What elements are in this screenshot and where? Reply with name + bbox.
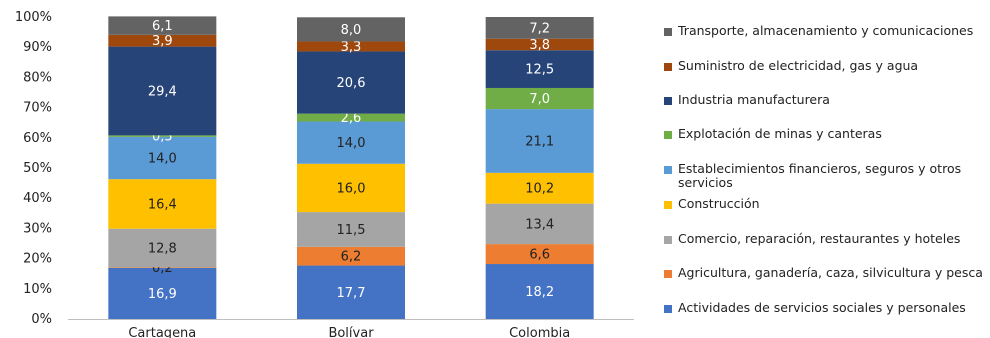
legend-label: Comercio, reparación, restaurantes y hot…	[678, 231, 961, 246]
legend-item: Comercio, reparación, restaurantes y hot…	[664, 232, 984, 246]
data-label: 16,0	[337, 181, 366, 196]
chart-legend: Transporte, almacenamiento y comunicacio…	[664, 0, 990, 338]
y-tick-label: 0%	[31, 312, 52, 327]
data-label: 2,6	[341, 111, 362, 126]
legend-label: Agricultura, ganadería, caza, silvicultu…	[678, 265, 983, 280]
legend-swatch	[664, 270, 672, 278]
data-label: 7,0	[529, 92, 550, 107]
data-label: 3,8	[529, 38, 550, 53]
data-label: 14,0	[148, 152, 177, 167]
data-label: 17,7	[337, 286, 366, 301]
legend-swatch	[664, 97, 672, 105]
bar-segment	[297, 17, 405, 42]
legend-swatch	[664, 28, 672, 36]
legend-item: Agricultura, ganadería, caza, silvicultu…	[664, 266, 984, 280]
bar-segment	[297, 246, 405, 266]
legend-label: Establecimientos financieros, seguros y …	[678, 161, 962, 190]
y-tick-label: 100%	[15, 10, 52, 25]
data-label: 11,5	[337, 223, 366, 238]
y-tick-label: 40%	[23, 191, 52, 206]
y-tick-label: 60%	[23, 131, 52, 146]
bar-segment	[108, 228, 217, 268]
legend-label: Suministro de electricidad, gas y agua	[678, 58, 919, 73]
legend-item: Establecimientos financieros, seguros y …	[664, 162, 984, 190]
legend-item: Transporte, almacenamiento y comunicacio…	[664, 24, 984, 38]
legend-label: Actividades de servicios sociales y pers…	[678, 300, 966, 315]
y-tick-label: 50%	[23, 161, 52, 176]
bar-segment	[108, 267, 217, 268]
bar-segment	[485, 244, 594, 265]
bar-segment	[297, 163, 405, 213]
legend-swatch	[664, 305, 672, 313]
y-tick-label: 30%	[23, 221, 52, 236]
data-label: 3,9	[152, 34, 173, 49]
data-label: 29,4	[148, 84, 177, 99]
data-label: 6,6	[529, 248, 550, 263]
bar-segment	[108, 46, 217, 136]
bar-segment	[297, 121, 405, 164]
legend-swatch	[664, 63, 672, 71]
bar-segment	[108, 16, 217, 35]
data-label: 16,9	[148, 287, 177, 302]
data-label: 20,6	[337, 76, 366, 91]
legend-label: Explotación de minas y canteras	[678, 126, 882, 141]
legend-item: Construcción	[664, 197, 984, 211]
bar-segment	[297, 265, 405, 319]
x-category-label: Colombia	[509, 326, 570, 338]
data-label: 21,1	[525, 134, 554, 149]
legend-label: Construcción	[678, 196, 760, 211]
data-label: 7,2	[529, 21, 550, 36]
data-label: 18,2	[525, 285, 554, 300]
bar-segment	[485, 50, 594, 88]
bar-segment	[297, 212, 405, 247]
legend-item: Suministro de electricidad, gas y agua	[664, 59, 984, 73]
data-label: 10,2	[525, 182, 554, 197]
bar-segment	[297, 113, 405, 122]
bar-segment	[485, 87, 594, 110]
bar-segment	[485, 264, 594, 319]
bar-segment	[108, 135, 217, 137]
legend-swatch	[664, 166, 672, 174]
legend-item: Industria manufacturera	[664, 93, 984, 107]
data-label: 8,0	[341, 23, 362, 38]
bar-segment	[485, 172, 594, 204]
bar-segment	[297, 51, 405, 114]
bar-segment	[108, 34, 217, 47]
data-label: 6,1	[152, 19, 173, 34]
bar-segment	[108, 136, 217, 180]
bar-segment	[485, 38, 594, 51]
legend-swatch	[664, 201, 672, 209]
legend-label: Industria manufacturera	[678, 92, 830, 107]
bar-segment	[485, 109, 594, 173]
legend-item: Actividades de servicios sociales y pers…	[664, 301, 984, 315]
bar-segment	[485, 203, 594, 245]
data-label: 12,8	[148, 242, 177, 257]
y-tick-label: 90%	[23, 40, 52, 55]
data-label: 12,5	[525, 63, 554, 78]
bar-segment	[485, 17, 594, 39]
data-label: 16,4	[148, 197, 177, 212]
x-category-label: Bolívar	[328, 326, 374, 338]
data-label: 6,2	[341, 250, 362, 265]
legend-label: Transporte, almacenamiento y comunicacio…	[678, 23, 974, 38]
y-tick-label: 20%	[23, 252, 52, 267]
data-label: 3,3	[341, 40, 362, 55]
bar-segment	[297, 41, 405, 52]
legend-item: Explotación de minas y canteras	[664, 127, 984, 141]
legend-swatch	[664, 131, 672, 139]
bar-segment	[108, 267, 217, 319]
bar-segment	[108, 179, 217, 229]
y-tick-label: 10%	[23, 282, 52, 297]
stacked-bar-chart: 0%10%20%30%40%50%60%70%80%90%100%16,90,2…	[15, 10, 634, 338]
x-category-label: Cartagena	[128, 326, 196, 338]
data-label: 14,0	[337, 136, 366, 151]
y-tick-label: 80%	[23, 70, 52, 85]
y-tick-label: 70%	[23, 101, 52, 116]
legend-swatch	[664, 236, 672, 244]
data-label: 13,4	[525, 217, 554, 232]
